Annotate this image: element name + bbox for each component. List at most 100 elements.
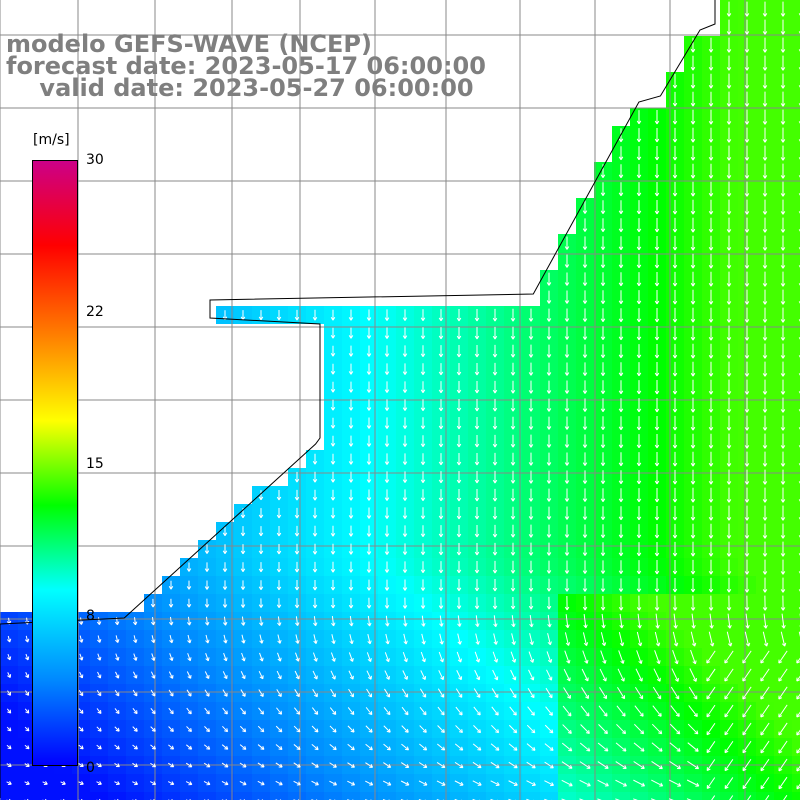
wind-arrow	[402, 507, 408, 519]
wind-arrow	[330, 381, 336, 393]
wind-arrow	[726, 523, 732, 539]
wind-cell	[792, 324, 800, 342]
wind-arrow	[492, 651, 499, 663]
wind-arrow	[564, 236, 570, 250]
wind-arrow	[780, 253, 786, 269]
wind-arrow	[293, 744, 301, 751]
wind-arrow	[456, 597, 462, 609]
wind-arrow	[744, 451, 750, 467]
wind-arrow	[546, 290, 552, 304]
wind-arrow	[313, 616, 318, 627]
wind-arrow	[186, 726, 192, 733]
wind-arrow	[438, 309, 444, 322]
wind-arrow	[762, 577, 768, 593]
wind-arrow	[636, 488, 642, 503]
wind-arrow	[294, 561, 300, 573]
wind-arrow	[492, 344, 498, 358]
wind-arrow	[673, 613, 678, 629]
wind-arrow	[672, 163, 678, 179]
wind-arrow	[277, 652, 282, 662]
wind-arrow	[528, 452, 534, 466]
wind-arrow	[744, 55, 750, 71]
wind-arrow	[167, 781, 175, 786]
wind-arrow	[330, 561, 336, 573]
wind-arrow	[402, 327, 408, 339]
wind-arrow	[438, 670, 445, 681]
wind-arrow	[654, 434, 660, 449]
wind-arrow	[636, 595, 642, 611]
wind-arrow	[402, 471, 408, 483]
wind-arrow	[654, 290, 660, 305]
wind-arrow	[366, 417, 372, 429]
wind-arrow	[726, 55, 732, 71]
wind-arrow	[618, 164, 624, 179]
wind-arrow	[329, 725, 337, 733]
wind-arrow	[527, 706, 535, 716]
wind-arrow	[420, 399, 426, 412]
wind-arrow	[420, 507, 426, 520]
wind-cell	[594, 792, 612, 800]
wind-arrow	[420, 561, 426, 573]
wind-arrow	[491, 706, 499, 716]
wind-arrow	[474, 362, 480, 376]
wind-arrow	[636, 236, 642, 251]
wind-arrow	[582, 218, 588, 232]
wind-arrow	[564, 470, 570, 484]
wind-arrow	[565, 614, 570, 629]
wind-arrow	[546, 560, 552, 574]
wind-arrow	[454, 743, 464, 751]
wind-cell	[234, 792, 252, 800]
wind-arrow	[780, 415, 786, 431]
wind-arrow	[420, 597, 426, 609]
wind-cell	[792, 306, 800, 324]
wind-arrow	[744, 73, 750, 89]
wind-arrow	[204, 598, 210, 608]
colorbar-tick-8: 8	[86, 608, 95, 624]
wind-cell	[486, 792, 504, 800]
wind-arrow	[744, 559, 750, 575]
wind-arrow	[636, 218, 642, 233]
wind-arrow	[438, 543, 444, 556]
wind-arrow	[186, 707, 192, 715]
wind-arrow	[492, 506, 498, 520]
wind-arrow	[384, 381, 390, 393]
wind-arrow	[636, 128, 642, 143]
wind-arrow	[402, 489, 408, 501]
wind-arrow	[366, 309, 372, 321]
wind-arrow	[365, 762, 374, 768]
wind-arrow	[401, 725, 409, 733]
wind-cell	[36, 792, 54, 800]
wind-arrow	[598, 724, 608, 735]
wind-arrow	[672, 505, 678, 521]
wind-arrow	[744, 109, 750, 125]
wind-arrow	[385, 633, 390, 645]
colorbar-tick-22: 22	[86, 304, 104, 320]
wind-arrow	[670, 705, 680, 717]
wind-arrow	[420, 363, 426, 376]
wind-arrow	[132, 708, 138, 715]
wind-arrow	[690, 451, 696, 467]
wind-arrow	[582, 344, 588, 358]
wind-arrow	[402, 309, 408, 321]
wind-arrow	[633, 779, 646, 787]
wind-arrow	[222, 580, 228, 590]
wind-arrow	[583, 614, 588, 629]
wind-arrow	[672, 145, 678, 161]
wind-cell	[432, 792, 450, 800]
wind-arrow	[618, 434, 624, 449]
wind-arrow	[690, 325, 696, 341]
wind-arrow	[672, 343, 678, 359]
wind-arrow	[455, 706, 463, 716]
wind-arrow	[258, 580, 264, 591]
wind-arrow	[654, 524, 660, 539]
wind-arrow	[778, 668, 788, 682]
wind-arrow	[258, 310, 264, 321]
wind-arrow	[437, 688, 445, 698]
wind-arrow	[384, 345, 390, 357]
wind-arrow	[365, 743, 373, 751]
wind-arrow	[796, 693, 800, 700]
wind-arrow	[510, 669, 517, 681]
wind-cell	[792, 360, 800, 378]
wind-arrow	[561, 779, 573, 787]
wind-arrow	[384, 435, 390, 447]
